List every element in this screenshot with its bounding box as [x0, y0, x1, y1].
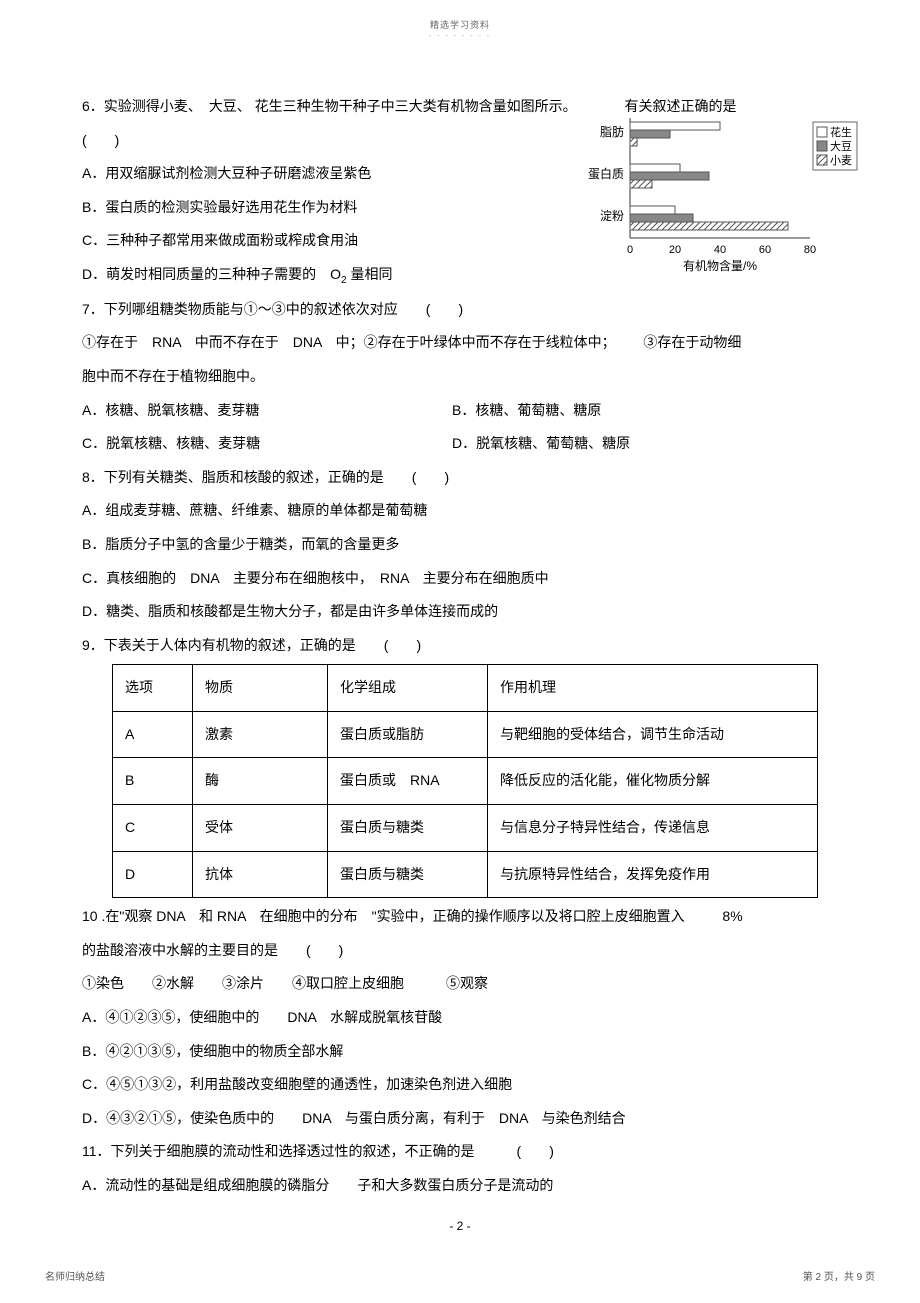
td: 蛋白质或 RNA: [328, 758, 488, 805]
td: 受体: [193, 805, 328, 852]
svg-text:小麦: 小麦: [830, 154, 852, 167]
q11-stem: 11．下列关于细胞膜的流动性和选择透过性的叙述，不正确的是 ( ): [82, 1135, 838, 1169]
q8-stem: 8．下列有关糖类、脂质和核酸的叙述，正确的是 ( ): [82, 461, 838, 495]
q6-d-o: O: [330, 266, 341, 282]
th-mechanism: 作用机理: [488, 665, 818, 712]
svg-text:80: 80: [804, 244, 816, 256]
svg-text:大豆: 大豆: [830, 139, 852, 153]
q7-line1b: ③存在于动物细: [643, 334, 741, 350]
table-row: C 受体 蛋白质与糖类 与信息分子特异性结合，传递信息: [113, 805, 818, 852]
q10-d: D．④③②①⑤，使染色质中的 DNA 与蛋白质分离，有利于 DNA 与染色剂结合: [82, 1102, 838, 1136]
q9-stem: 9．下表关于人体内有机物的叙述，正确的是 ( ): [82, 629, 838, 663]
q7-c: C．脱氧核糖、核糖、麦芽糖: [82, 427, 452, 461]
q10-b: B．④②①③⑤，使细胞中的物质全部水解: [82, 1035, 838, 1069]
td: 与靶细胞的受体结合，调节生命活动: [488, 711, 818, 758]
q9-table: 选项 物质 化学组成 作用机理 A 激素 蛋白质或脂肪 与靶细胞的受体结合，调节…: [112, 664, 818, 898]
header-dots: - - - - - - - -: [0, 33, 920, 40]
q7-b: B．核糖、葡萄糖、糖原: [452, 394, 601, 428]
svg-text:0: 0: [627, 244, 633, 256]
q8-a: A．组成麦芽糖、蔗糖、纤维素、糖原的单体都是葡萄糖: [82, 494, 838, 528]
td: A: [113, 711, 193, 758]
table-header-row: 选项 物质 化学组成 作用机理: [113, 665, 818, 712]
th-option: 选项: [113, 665, 193, 712]
td: D: [113, 851, 193, 898]
q7-stem: 7．下列哪组糖类物质能与①～③中的叙述依次对应 ( ): [82, 293, 838, 327]
td: 蛋白质或脂肪: [328, 711, 488, 758]
page-header: 精选学习资料: [0, 0, 920, 31]
q11-a: A．流动性的基础是组成细胞膜的磷脂分 子和大多数蛋白质分子是流动的: [82, 1169, 838, 1203]
q8-d: D．糖类、脂质和核酸都是生物大分子，都是由许多单体连接而成的: [82, 595, 838, 629]
svg-text:20: 20: [669, 244, 681, 256]
svg-text:有机物含量/%: 有机物含量/%: [683, 258, 757, 273]
td: 酶: [193, 758, 328, 805]
svg-text:花生: 花生: [830, 125, 852, 139]
q7-line1: ①存在于 RNA 中而不存在于 DNA 中；②存在于叶绿体中而不存在于线粒体中；…: [82, 326, 838, 360]
td: C: [113, 805, 193, 852]
table-row: D 抗体 蛋白质与糖类 与抗原特异性结合，发挥免疫作用: [113, 851, 818, 898]
svg-text:40: 40: [714, 244, 726, 256]
q10-stem1-main: 10 .在"观察 DNA 和 RNA 在细胞中的分布 "实验中，正确的操作顺序以…: [82, 908, 685, 924]
q6-d-pre: D．萌发时相同质量的三种种子需要的: [82, 266, 330, 282]
ylabel-fat: 脂肪: [600, 124, 624, 139]
td: 蛋白质与糖类: [328, 805, 488, 852]
q7-d: D．脱氧核糖、葡萄糖、糖原: [452, 427, 630, 461]
td: 抗体: [193, 851, 328, 898]
q6-d-post: 量相同: [347, 266, 393, 282]
th-substance: 物质: [193, 665, 328, 712]
q10-stem1: 10 .在"观察 DNA 和 RNA 在细胞中的分布 "实验中，正确的操作顺序以…: [82, 900, 838, 934]
q8-b: B．脂质分子中氢的含量少于糖类，而氧的含量更多: [82, 528, 838, 562]
td: 蛋白质与糖类: [328, 851, 488, 898]
q8-c: C．真核细胞的 DNA 主要分布在细胞核中， RNA 主要分布在细胞质中: [82, 562, 838, 596]
td: 与抗原特异性结合，发挥免疫作用: [488, 851, 818, 898]
table-row: B 酶 蛋白质或 RNA 降低反应的活化能，催化物质分解: [113, 758, 818, 805]
svg-text:60: 60: [759, 244, 771, 256]
page-number: - 2 -: [0, 1219, 920, 1233]
q10-stem1-tail: 8%: [722, 908, 742, 924]
td: 激素: [193, 711, 328, 758]
table-row: A 激素 蛋白质或脂肪 与靶细胞的受体结合，调节生命活动: [113, 711, 818, 758]
ylabel-starch: 淀粉: [600, 209, 624, 223]
organic-content-chart: 脂肪 蛋白质 淀粉 0 20 40 60 80 有机物含量/% 花生 大豆 小麦: [580, 108, 860, 283]
q10-a: A．④①②③⑤，使细胞中的 DNA 水解成脱氧核苷酸: [82, 1001, 838, 1035]
q7-line2: 胞中而不存在于植物细胞中。: [82, 360, 838, 394]
q6-stem-main: 6．实验测得小麦、 大豆、 花生三种生物干种子中三大类有机物含量如图所示。: [82, 98, 577, 114]
q7-a: A．核糖、脱氧核糖、麦芽糖: [82, 394, 452, 428]
footer-right: 第 2 页，共 9 页: [803, 1268, 875, 1283]
q10-steps: ①染色 ②水解 ③涂片 ④取口腔上皮细胞 ⑤观察: [82, 967, 838, 1001]
q10-c: C．④⑤①③②，利用盐酸改变细胞壁的通透性，加速染色剂进入细胞: [82, 1068, 838, 1102]
td: 降低反应的活化能，催化物质分解: [488, 758, 818, 805]
td: 与信息分子特异性结合，传递信息: [488, 805, 818, 852]
q10-stem2: 的盐酸溶液中水解的主要目的是 ( ): [82, 934, 838, 968]
q7-line1a: ①存在于 RNA 中而不存在于 DNA 中；②存在于叶绿体中而不存在于线粒体中；: [82, 334, 616, 350]
footer-left: 名师归纳总结: [45, 1268, 105, 1283]
th-composition: 化学组成: [328, 665, 488, 712]
td: B: [113, 758, 193, 805]
ylabel-protein: 蛋白质: [588, 166, 624, 181]
